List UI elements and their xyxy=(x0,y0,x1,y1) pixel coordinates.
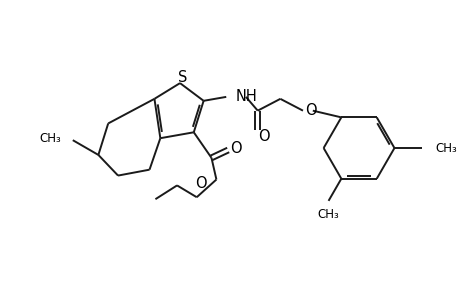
Text: NH: NH xyxy=(235,89,257,104)
Text: CH₃: CH₃ xyxy=(317,208,339,221)
Text: CH₃: CH₃ xyxy=(435,142,457,154)
Text: O: O xyxy=(195,176,206,191)
Text: S: S xyxy=(178,70,187,85)
Text: CH₃: CH₃ xyxy=(39,132,61,145)
Text: O: O xyxy=(304,103,316,118)
Text: O: O xyxy=(257,129,269,144)
Text: O: O xyxy=(230,140,241,155)
